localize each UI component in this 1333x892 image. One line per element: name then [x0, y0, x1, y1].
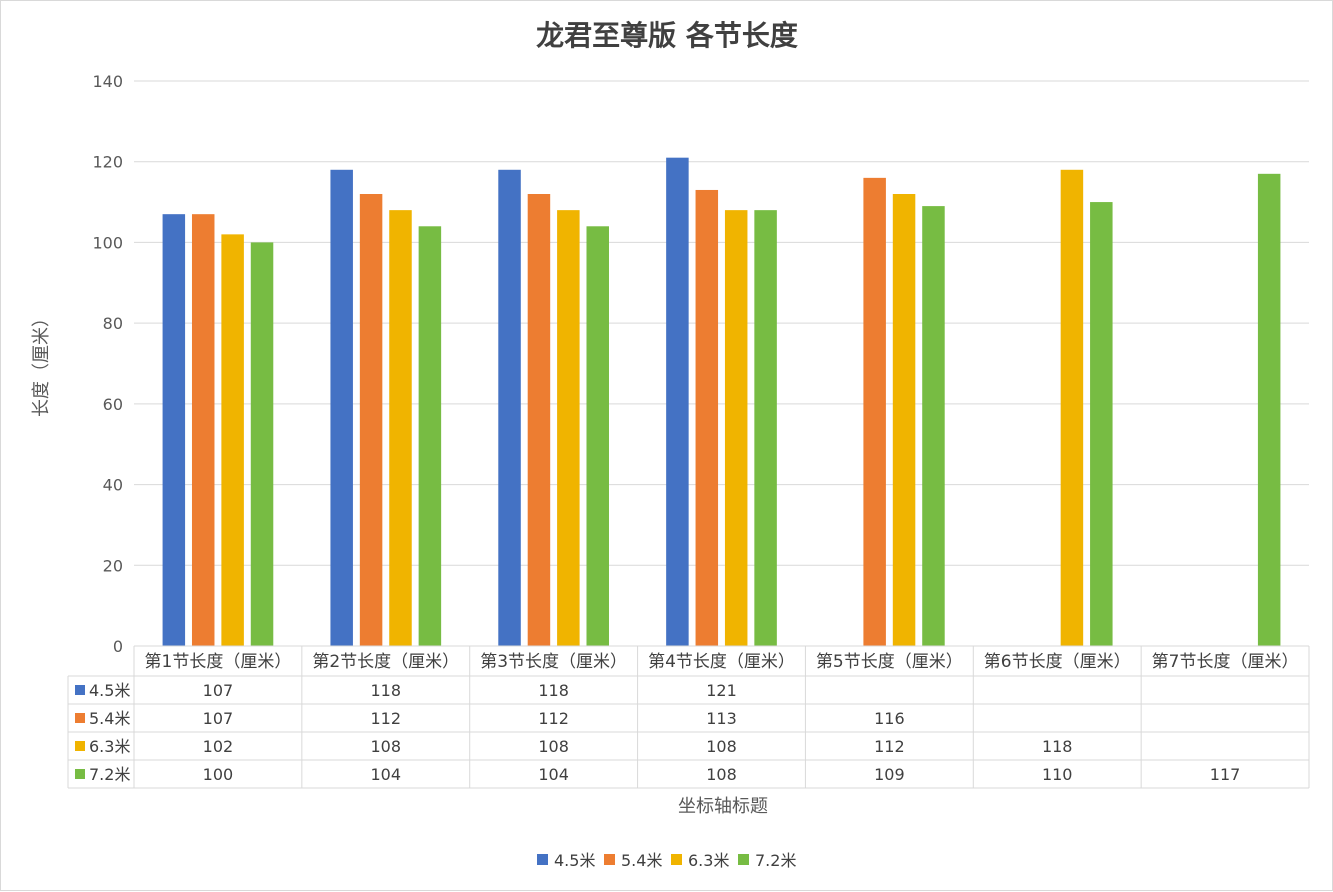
bar [221, 234, 244, 646]
legend: 4.5米 5.4米 6.3米 7.2米 [537, 851, 796, 870]
bar [666, 157, 689, 646]
bar [250, 242, 274, 646]
table-cell-value: 121 [706, 681, 737, 700]
legend-label: 6.3米 [688, 851, 729, 870]
bar [359, 194, 383, 646]
bar [557, 210, 580, 646]
table-cell-value: 108 [706, 737, 737, 756]
bar [498, 169, 521, 647]
table-cell-value: 100 [203, 765, 234, 784]
table-cell-value: 112 [538, 709, 569, 728]
bar [330, 169, 353, 647]
y-tick-label: 60 [103, 395, 123, 414]
x-category-label: 第3节长度（厘米） [480, 652, 627, 672]
table-cell-value: 112 [371, 709, 402, 728]
table-cell-value: 107 [203, 681, 234, 700]
bar [922, 206, 945, 646]
x-axis-title: 坐标轴标题 [678, 796, 768, 817]
x-category-label: 第4节长度（厘米） [648, 652, 795, 672]
table-cell-value: 112 [874, 737, 905, 756]
bar [892, 194, 916, 646]
table-series-label: 5.4米 [89, 709, 130, 728]
data-table: 第1节长度（厘米） 第2节长度（厘米） 第3节长度（厘米） 第4节长度（厘米） 第5节长… [67, 645, 1310, 789]
gridlines [134, 80, 1309, 647]
table-cell-value: 104 [371, 765, 402, 784]
table-cell-value: 108 [538, 737, 569, 756]
table-legend-key [75, 741, 85, 751]
y-tick-label: 120 [92, 153, 123, 172]
bar [418, 226, 442, 647]
legend-label: 4.5米 [554, 851, 595, 870]
x-category-label: 第5节长度（厘米） [816, 652, 963, 672]
x-category-label: 第1节长度（厘米） [145, 652, 292, 672]
bar [1090, 202, 1113, 647]
table-cell-value: 113 [706, 709, 737, 728]
bar [191, 214, 215, 646]
bar [162, 214, 186, 646]
bar [695, 189, 719, 646]
legend-swatch [537, 854, 548, 865]
legend-label: 7.2米 [755, 851, 796, 870]
legend-swatch [604, 854, 615, 865]
table-cell-value: 107 [203, 709, 234, 728]
table-cell-value: 104 [538, 765, 569, 784]
table-cell-value: 102 [203, 737, 234, 756]
table-cell-value: 116 [874, 709, 905, 728]
table-cell-value: 118 [371, 681, 402, 700]
bar [389, 210, 412, 646]
x-category-label: 第7节长度（厘米） [1152, 652, 1299, 672]
table-cell-value: 118 [1042, 737, 1073, 756]
table-series-label: 4.5米 [89, 681, 130, 700]
bar [863, 177, 886, 646]
table-cell-value: 118 [538, 681, 569, 700]
bar [1060, 169, 1084, 647]
y-tick-label: 40 [103, 476, 123, 495]
y-axis-label: 长度（厘米） [31, 309, 52, 417]
bar [586, 226, 609, 647]
y-tick-label: 20 [103, 556, 123, 575]
y-tick-label: 0 [113, 637, 123, 656]
bar [1257, 173, 1281, 647]
table-legend-key [75, 713, 85, 723]
table-series-label: 6.3米 [89, 737, 130, 756]
table-cell-value: 117 [1210, 765, 1241, 784]
table-cell-value: 109 [874, 765, 905, 784]
chart-title: 龙君至尊版 各节长度 [536, 19, 798, 52]
x-category-label: 第6节长度（厘米） [984, 652, 1131, 672]
table-cell-value: 108 [706, 765, 737, 784]
table-legend-key [75, 769, 85, 779]
table-cell-value: 110 [1042, 765, 1073, 784]
y-axis-ticks: 0 20 40 60 80 100 120 140 [92, 72, 123, 656]
legend-swatch [738, 854, 749, 865]
legend-label: 5.4米 [621, 851, 662, 870]
bars [162, 157, 1281, 647]
table-legend-key [75, 685, 85, 695]
bar [754, 210, 777, 646]
bar [527, 194, 551, 646]
x-category-label: 第2节长度（厘米） [312, 652, 459, 672]
y-tick-label: 140 [92, 72, 123, 91]
y-tick-label: 100 [92, 233, 123, 252]
table-cell-value: 108 [371, 737, 402, 756]
legend-swatch [671, 854, 682, 865]
table-series-label: 7.2米 [89, 765, 130, 784]
bar [724, 210, 748, 646]
y-tick-label: 80 [103, 314, 123, 333]
